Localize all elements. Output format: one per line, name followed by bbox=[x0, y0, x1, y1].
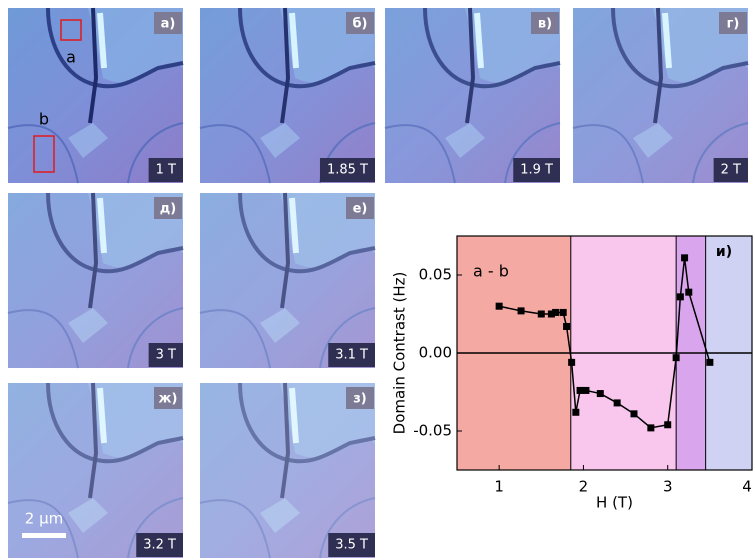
panel-letter: в) bbox=[538, 17, 552, 32]
micrograph bbox=[200, 8, 375, 183]
image-panel: е) 3.1 T bbox=[200, 193, 375, 368]
x-tick-label: 2 bbox=[579, 478, 589, 496]
micrograph bbox=[8, 193, 183, 368]
field-label-bg bbox=[148, 158, 183, 182]
field-label-bg bbox=[713, 158, 748, 182]
letter-badge-bg bbox=[154, 387, 182, 409]
data-point bbox=[563, 322, 571, 330]
data-point bbox=[647, 424, 655, 432]
image-panel: б) 1.85 T bbox=[200, 8, 375, 183]
letter-badge-bg bbox=[154, 12, 182, 34]
x-tick-label: 4 bbox=[742, 478, 752, 496]
data-point bbox=[517, 307, 525, 315]
field-label: 1.85 T bbox=[327, 163, 368, 178]
panel-letter: ж) bbox=[159, 392, 178, 407]
image-panel: з) 3.5 T bbox=[200, 383, 375, 558]
micrograph bbox=[8, 383, 183, 558]
y-tick-label: 0.00 bbox=[419, 344, 452, 362]
micrograph bbox=[200, 193, 375, 368]
data-point bbox=[568, 358, 576, 366]
field-label: 1.9 T bbox=[520, 163, 553, 178]
field-label-bg bbox=[136, 533, 183, 557]
data-point bbox=[706, 358, 714, 366]
panel-letter: г) bbox=[727, 17, 740, 32]
data-point bbox=[613, 399, 621, 407]
micrograph bbox=[573, 8, 748, 183]
field-label: 2 T bbox=[721, 163, 741, 178]
field-label: 1 T bbox=[156, 163, 176, 178]
image-panel: в) 1.9 T bbox=[385, 8, 560, 183]
micrograph bbox=[200, 383, 375, 558]
field-label: 3.5 T bbox=[335, 538, 368, 553]
data-point bbox=[630, 410, 638, 418]
data-point bbox=[495, 302, 503, 310]
scale-bar bbox=[22, 533, 66, 538]
data-point bbox=[552, 308, 560, 316]
scale-bar-label: 2 μm bbox=[25, 510, 63, 528]
micrograph bbox=[385, 8, 560, 183]
data-point bbox=[672, 354, 680, 362]
letter-badge-bg bbox=[346, 12, 374, 34]
y-tick-label: -0.05 bbox=[413, 422, 452, 440]
letter-badge-bg bbox=[154, 197, 182, 219]
field-label-bg bbox=[148, 343, 183, 367]
region-label: b bbox=[39, 110, 49, 129]
region-label: a bbox=[66, 48, 76, 67]
x-tick-label: 1 bbox=[494, 478, 504, 496]
data-point bbox=[664, 421, 672, 429]
field-label-bg bbox=[319, 158, 375, 182]
panels: а) 1 T a b б) 1.85 T в) 1.9 T г) 2 T д) 3 T е) 3.1 T ж… bbox=[8, 8, 748, 558]
letter-badge-bg bbox=[531, 12, 559, 34]
data-point bbox=[681, 254, 689, 262]
field-label-bg bbox=[328, 343, 375, 367]
panel-letter: а) bbox=[161, 17, 176, 32]
data-point bbox=[676, 293, 684, 301]
field-label-bg bbox=[513, 158, 560, 182]
panel-letter: б) bbox=[352, 17, 367, 32]
panel-letter: и) bbox=[716, 244, 732, 260]
chart: 0.05 0.00 -0.05 1 2 3 4 H (T) Domain Contrast (H… bbox=[391, 235, 753, 512]
region-box bbox=[60, 19, 82, 41]
data-point bbox=[685, 288, 693, 296]
image-panel: г) 2 T bbox=[573, 8, 748, 183]
field-label: 3.2 T bbox=[143, 538, 176, 553]
x-tick-label: 3 bbox=[663, 478, 673, 496]
data-point bbox=[582, 386, 590, 394]
letter-badge-bg bbox=[346, 197, 374, 219]
field-label: 3 T bbox=[156, 348, 176, 363]
data-point bbox=[547, 310, 555, 318]
image-panel: ж) 3.2 T 2 μm bbox=[8, 383, 183, 558]
letter-badge-bg bbox=[719, 12, 747, 34]
y-axis-label: Domain Contrast (Hz) bbox=[391, 272, 409, 435]
letter-badge-bg bbox=[346, 387, 374, 409]
field-label: 3.1 T bbox=[335, 348, 368, 363]
data-point bbox=[576, 386, 584, 394]
data-point bbox=[572, 408, 580, 416]
panel-letter: з) bbox=[353, 392, 367, 407]
annotation: a - b bbox=[473, 262, 509, 281]
data-point bbox=[596, 390, 604, 398]
y-tick-label: 0.05 bbox=[419, 266, 452, 284]
panel-letter: д) bbox=[160, 202, 176, 217]
panel-letter: е) bbox=[353, 202, 368, 217]
data-point bbox=[559, 308, 567, 316]
field-label-bg bbox=[328, 533, 375, 557]
x-axis-label: H (T) bbox=[596, 494, 633, 512]
region-box bbox=[33, 135, 55, 173]
data-point bbox=[537, 310, 545, 318]
image-panel: д) 3 T bbox=[8, 193, 183, 368]
image-panel: а) 1 T a b bbox=[8, 8, 183, 183]
